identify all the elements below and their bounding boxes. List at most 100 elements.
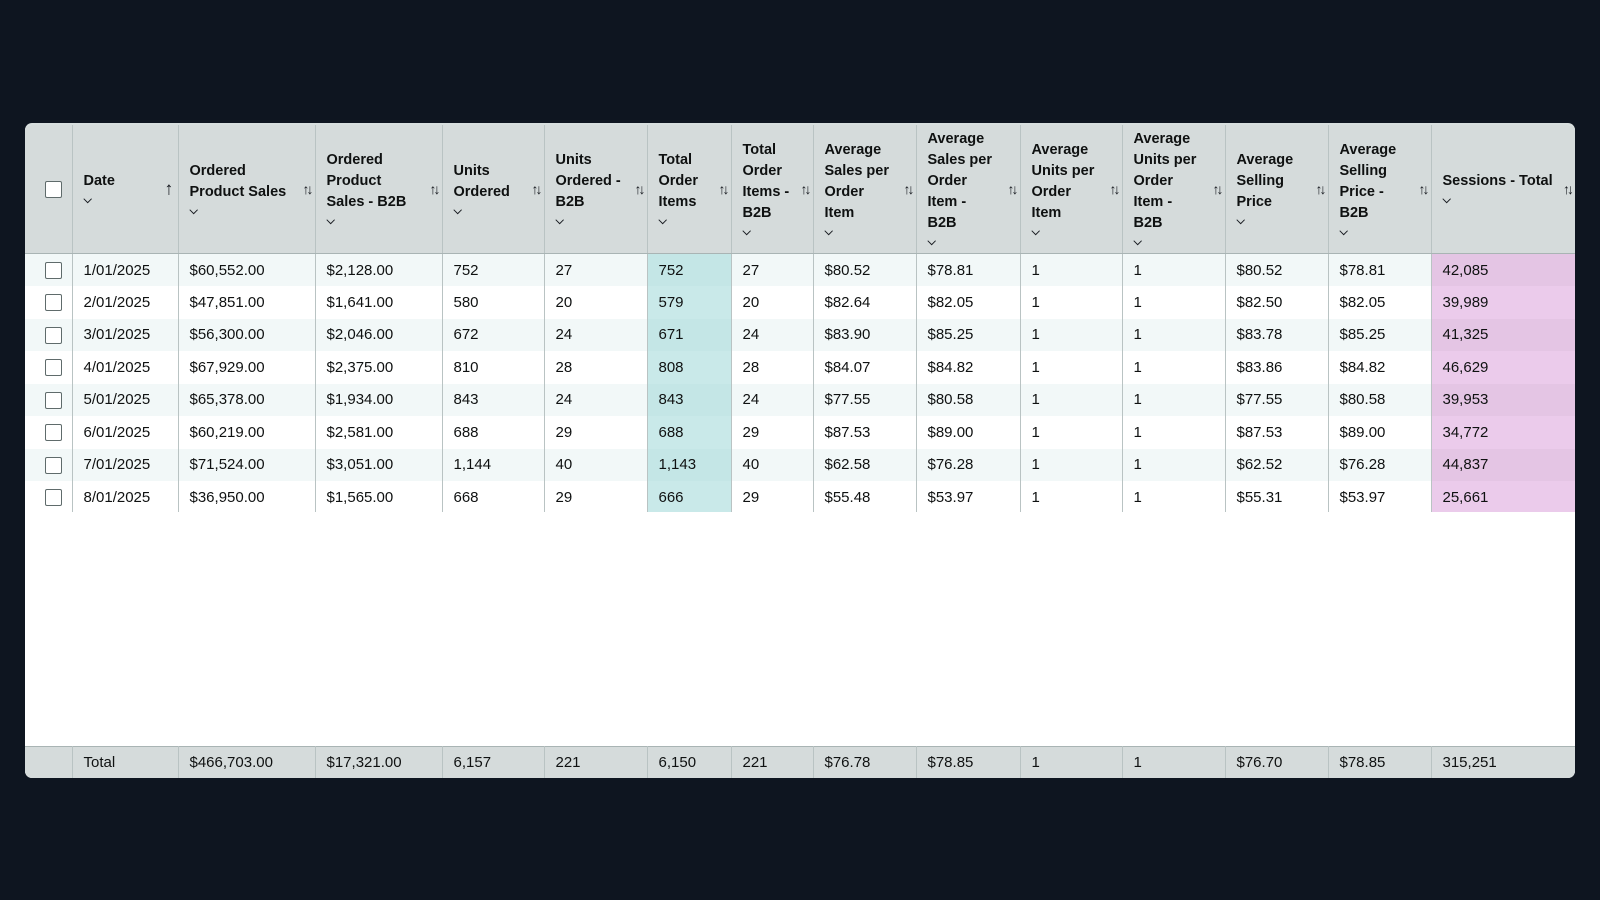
cell-asp_b2b: $76.28: [1328, 448, 1432, 481]
chevron-down-icon[interactable]: ⌵: [1236, 215, 1245, 227]
chevron-down-icon[interactable]: ⌵: [1133, 236, 1142, 248]
row-checkbox[interactable]: [45, 391, 63, 409]
total-aspoi: $76.78: [813, 745, 917, 778]
cell-units_b2b: 24: [544, 318, 648, 351]
column-header-ops_b2b[interactable]: Ordered Product Sales - B2B ⌵ ↑↓: [315, 125, 443, 254]
cell-ops_b2b: $2,046.00: [315, 318, 443, 351]
chevron-down-icon[interactable]: ⌵: [453, 204, 462, 217]
chevron-down-icon[interactable]: ⌵: [1031, 225, 1040, 238]
cell-toi: 808: [647, 351, 732, 384]
cell-ops_b2b: $1,641.00: [315, 286, 443, 319]
column-header-ops[interactable]: Ordered Product Sales ⌵ ↑↓: [178, 125, 316, 254]
column-header-date[interactable]: Date ⌵ ↑: [72, 125, 179, 254]
cell-ops_b2b: $1,934.00: [315, 383, 443, 416]
column-label: Average Units per Order Item: [1031, 141, 1095, 221]
column-label: Average Selling Price: [1236, 152, 1294, 210]
cell-sessions: 39,953: [1431, 383, 1575, 416]
column-header-asp_b2b[interactable]: Average Selling Price - B2B ⌵ ↑↓: [1328, 125, 1432, 254]
table-header-row: Date ⌵ ↑ Ordered Product Sales ⌵ ↑↓ Ordered Pr…: [25, 125, 1575, 254]
table-row: 6/01/2025 $60,219.00 $2,581.00 688 29 688 29 $8…: [25, 416, 1575, 449]
column-header-aupoi[interactable]: Average Units per Order Item ⌵ ↑↓: [1020, 125, 1123, 254]
row-checkbox[interactable]: [45, 326, 63, 344]
column-header-aspoi_b2b[interactable]: Average Sales per Order Item - B2B ⌵ ↑↓: [916, 125, 1021, 254]
cell-aupoi_b2b: 1: [1122, 253, 1226, 286]
chevron-down-icon[interactable]: ⌵: [1442, 194, 1451, 206]
cell-sessions: 46,629: [1431, 351, 1575, 384]
chevron-down-icon[interactable]: ⌵: [742, 225, 751, 238]
column-header-toi[interactable]: Total Order Items ⌵ ↑↓: [647, 125, 732, 254]
row-select-cell: [25, 286, 73, 319]
cell-aupoi: 1: [1020, 351, 1123, 384]
total-units_b2b: 221: [544, 745, 648, 778]
chevron-down-icon[interactable]: ⌵: [83, 194, 92, 206]
row-checkbox[interactable]: [45, 456, 63, 474]
chevron-down-icon[interactable]: ⌵: [1339, 225, 1348, 238]
sort-updown-icon[interactable]: ↑↓: [1563, 181, 1574, 197]
column-header-aspoi[interactable]: Average Sales per Order Item ⌵ ↑↓: [813, 125, 917, 254]
sort-updown-icon[interactable]: ↑↓: [634, 181, 646, 197]
cell-toi: 843: [647, 383, 732, 416]
column-header-aupoi_b2b[interactable]: Average Units per Order Item - B2B ⌵ ↑↓: [1122, 125, 1226, 254]
sort-updown-icon[interactable]: ↑↓: [1007, 181, 1019, 197]
cell-aupoi_b2b: 1: [1122, 286, 1226, 319]
column-label: Average Sales per Order Item: [824, 141, 890, 221]
sort-updown-icon[interactable]: ↑↓: [718, 181, 730, 197]
sort-updown-icon[interactable]: ↑↓: [531, 181, 543, 197]
row-select-cell: [25, 416, 73, 449]
cell-toi: 688: [647, 416, 732, 449]
cell-units: 688: [442, 416, 545, 449]
row-checkbox[interactable]: [45, 261, 63, 279]
cell-aupoi: 1: [1020, 253, 1123, 286]
cell-aspoi_b2b: $85.25: [916, 318, 1021, 351]
sort-updown-icon[interactable]: ↑↓: [903, 181, 915, 197]
column-header-asp[interactable]: Average Selling Price ⌵ ↑↓: [1225, 125, 1329, 254]
cell-units_b2b: 24: [544, 383, 648, 416]
row-checkbox[interactable]: [45, 359, 63, 377]
cell-aupoi_b2b: 1: [1122, 318, 1226, 351]
cell-ops: $60,552.00: [178, 253, 316, 286]
row-checkbox[interactable]: [45, 294, 63, 312]
sort-updown-icon[interactable]: ↑↓: [800, 181, 812, 197]
table-body: 1/01/2025 $60,552.00 $2,128.00 752 27 752 27 $8…: [25, 253, 1575, 514]
column-header-units_b2b[interactable]: Units Ordered - B2B ⌵ ↑↓: [544, 125, 648, 254]
sort-updown-icon[interactable]: ↑↓: [1418, 181, 1430, 197]
sort-updown-icon[interactable]: ↑↓: [302, 181, 314, 197]
table-row: 5/01/2025 $65,378.00 $1,934.00 843 24 843 24 $7…: [25, 383, 1575, 416]
cell-ops: $67,929.00: [178, 351, 316, 384]
select-all-checkbox[interactable]: [45, 180, 63, 198]
sort-updown-icon[interactable]: ↑↓: [1212, 181, 1224, 197]
column-header-units[interactable]: Units Ordered ⌵ ↑↓: [442, 125, 545, 254]
chevron-down-icon[interactable]: ⌵: [189, 204, 198, 217]
cell-asp: $83.86: [1225, 351, 1329, 384]
row-checkbox[interactable]: [45, 489, 63, 507]
cell-aspoi: $55.48: [813, 481, 917, 514]
data-table: Date ⌵ ↑ Ordered Product Sales ⌵ ↑↓ Ordered Pr…: [25, 125, 1575, 514]
cell-toi: 1,143: [647, 448, 732, 481]
total-asp_b2b: $78.85: [1328, 745, 1432, 778]
chevron-down-icon[interactable]: ⌵: [658, 215, 667, 227]
chevron-down-icon[interactable]: ⌵: [927, 236, 936, 248]
sort-updown-icon[interactable]: ↑↓: [429, 181, 441, 197]
row-select-cell: [25, 318, 73, 351]
sort-updown-icon[interactable]: ↑↓: [1315, 181, 1327, 197]
total-asp: $76.70: [1225, 745, 1329, 778]
sort-updown-icon[interactable]: ↑↓: [1109, 181, 1121, 197]
arrow-up-icon[interactable]: ↑: [164, 178, 174, 199]
cell-sessions: 39,989: [1431, 286, 1575, 319]
chevron-down-icon[interactable]: ⌵: [326, 215, 335, 227]
column-header-sessions[interactable]: Sessions - Total ⌵ ↑↓: [1431, 125, 1575, 254]
cell-asp: $77.55: [1225, 383, 1329, 416]
cell-toi: 671: [647, 318, 732, 351]
chevron-down-icon[interactable]: ⌵: [555, 215, 564, 227]
row-checkbox[interactable]: [45, 424, 63, 442]
cell-toi_b2b: 28: [731, 351, 814, 384]
column-label: Sessions - Total: [1442, 173, 1553, 189]
cell-date: 5/01/2025: [72, 383, 179, 416]
column-header-toi_b2b[interactable]: Total Order Items - B2B ⌵ ↑↓: [731, 125, 814, 254]
cell-date: 2/01/2025: [72, 286, 179, 319]
chevron-down-icon[interactable]: ⌵: [824, 225, 833, 238]
cell-asp_b2b: $84.82: [1328, 351, 1432, 384]
table-row: 4/01/2025 $67,929.00 $2,375.00 810 28 808 28 $8…: [25, 351, 1575, 384]
cell-asp: $55.31: [1225, 481, 1329, 514]
cell-sessions: 42,085: [1431, 253, 1575, 286]
